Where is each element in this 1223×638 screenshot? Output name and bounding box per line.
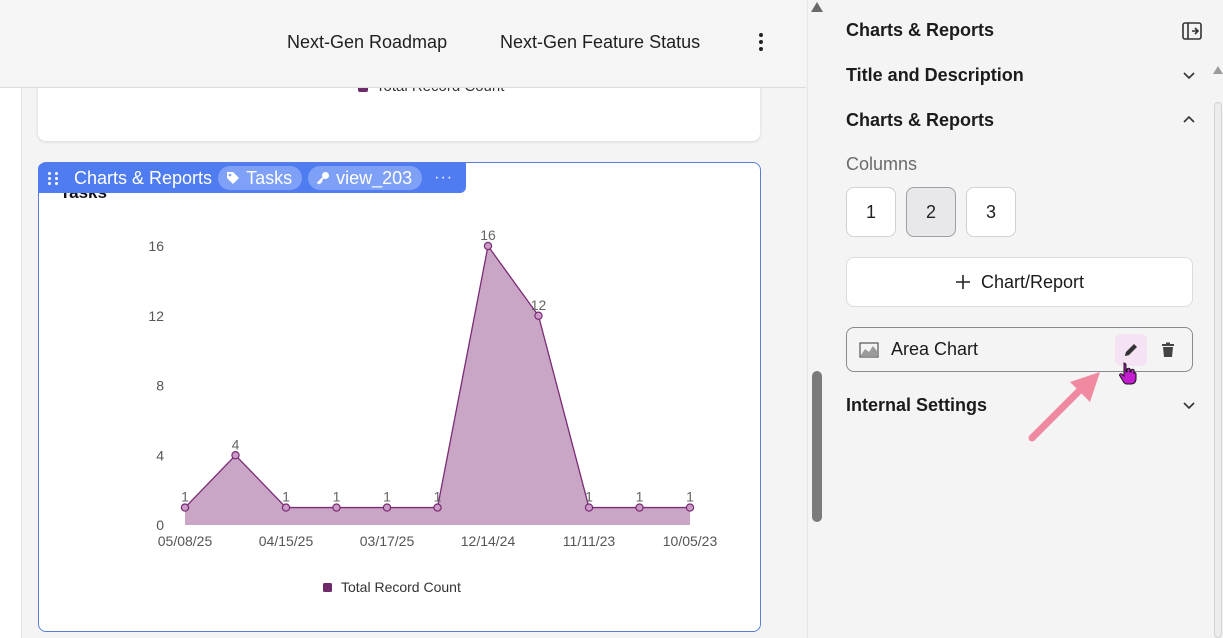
data-label: 16	[480, 227, 496, 243]
data-label: 1	[434, 489, 442, 505]
scroll-up-arrow-icon[interactable]	[1213, 66, 1223, 74]
area-chart-card[interactable]: Tasks 0 4 8 12 16 1 4 1 1 1 1 16 12 1 1 1 05/08/25 04/15/…	[38, 162, 761, 632]
data-point	[534, 311, 543, 320]
panel-title: Charts & Reports	[846, 20, 995, 40]
chevron-down-icon	[1183, 72, 1195, 80]
area-fill	[185, 246, 690, 525]
chart-item-row[interactable]: Area Chart	[846, 327, 1193, 372]
data-label: 1	[636, 489, 644, 505]
data-label: 1	[333, 489, 341, 505]
legend-label: Total Record Count	[341, 579, 461, 595]
left-gutter	[0, 88, 22, 638]
scroll-up-arrow-icon[interactable]	[811, 2, 823, 12]
x-tick-label: 10/05/23	[663, 533, 718, 549]
edit-chart-button[interactable]	[1115, 334, 1147, 366]
data-label: 12	[531, 297, 547, 313]
panel-scrollbar[interactable]	[1212, 60, 1223, 638]
data-point	[433, 503, 442, 512]
y-tick-label: 0	[156, 517, 164, 533]
data-label: 1	[585, 489, 593, 505]
columns-option-2[interactable]: 2	[906, 187, 956, 237]
block-toolbar[interactable]: Charts & Reports Tasks view_203 ···	[38, 163, 466, 193]
section-label: Title and Description	[846, 64, 1024, 85]
tag-icon	[227, 172, 240, 184]
columns-label: Columns	[846, 154, 918, 174]
nav-link-next-gen-feature-status[interactable]: Next-Gen Feature Status	[500, 32, 701, 52]
legend-swatch	[323, 583, 332, 592]
chart-item-label: Area Chart	[891, 339, 979, 359]
top-navigation-bar: Next-Gen Roadmap Next-Gen Feature Status	[0, 0, 806, 88]
key-icon	[316, 172, 330, 185]
canvas-scrollbar[interactable]	[809, 0, 826, 638]
section-internal-settings[interactable]: Internal Settings	[846, 393, 1196, 417]
columns-option-3[interactable]: 3	[966, 187, 1016, 237]
series-line	[184, 244, 690, 509]
data-label: 1	[181, 489, 189, 505]
data-point	[180, 503, 190, 512]
chevron-up-icon	[1183, 115, 1195, 123]
data-point	[281, 503, 291, 512]
x-tick-label: 05/08/25	[158, 533, 213, 549]
y-tick-label: 16	[148, 238, 164, 254]
data-point	[332, 503, 341, 512]
section-label: Internal Settings	[846, 394, 988, 415]
scrollbar-thumb[interactable]	[1214, 102, 1222, 638]
block-label: Charts & Reports	[74, 167, 213, 188]
data-point	[685, 503, 695, 512]
toolbar-more-button[interactable]: ···	[434, 169, 454, 186]
dashboard-canvas: Total Record Count Next-Gen Roadmap Next…	[0, 0, 808, 638]
trash-icon	[1162, 342, 1174, 357]
plus-icon	[955, 275, 970, 289]
nav-link-next-gen-roadmap[interactable]: Next-Gen Roadmap	[287, 32, 448, 52]
chevron-down-icon	[1183, 402, 1195, 410]
settings-panel: Charts & Reports Title and Description C…	[827, 0, 1223, 638]
y-tick-label: 4	[156, 447, 164, 463]
data-point	[382, 503, 392, 512]
columns-option-1[interactable]: 1	[846, 187, 896, 237]
x-tick-label: 11/11/23	[563, 533, 616, 549]
x-tick-label: 03/17/25	[360, 533, 415, 549]
add-chart-report-button[interactable]: Chart/Report	[846, 257, 1193, 307]
y-tick-label: 12	[148, 308, 164, 324]
add-button-label: Chart/Report	[980, 271, 1085, 292]
data-label: 1	[383, 489, 391, 505]
data-point	[483, 241, 493, 251]
section-title-and-description[interactable]: Title and Description	[846, 63, 1196, 87]
hand-pointer-icon	[1119, 362, 1137, 385]
data-point	[584, 503, 594, 512]
x-tick-label: 04/15/25	[259, 533, 314, 549]
view-key-pill[interactable]: view_203	[308, 166, 423, 190]
tag-label: Tasks	[246, 167, 293, 188]
data-label: 4	[232, 436, 240, 452]
data-label: 1	[686, 489, 694, 505]
drag-handle-icon[interactable]	[48, 170, 62, 186]
x-tick-label: 12/14/24	[461, 533, 516, 549]
tasks-tag-pill[interactable]: Tasks	[218, 166, 303, 190]
data-point	[635, 503, 644, 512]
section-label: Charts & Reports	[846, 109, 995, 130]
data-point	[231, 451, 240, 460]
data-label: 1	[282, 489, 290, 505]
annotation-arrow-icon	[1028, 372, 1100, 442]
collapse-panel-icon[interactable]	[1182, 22, 1202, 40]
section-charts-and-reports[interactable]: Charts & Reports	[846, 108, 1196, 132]
delete-chart-button[interactable]	[1156, 338, 1180, 362]
area-chart-icon	[859, 341, 879, 358]
area-chart: 0 4 8 12 16 1 4 1 1 1 1 16 12 1 1 1 05/08/25 04/15/25 03/1…	[148, 227, 718, 595]
vertical-ellipsis-icon[interactable]	[752, 30, 770, 56]
y-tick-label: 8	[156, 378, 164, 394]
scrollbar-thumb[interactable]	[812, 371, 822, 522]
pencil-icon	[1125, 344, 1137, 356]
view-label: view_203	[336, 167, 413, 188]
